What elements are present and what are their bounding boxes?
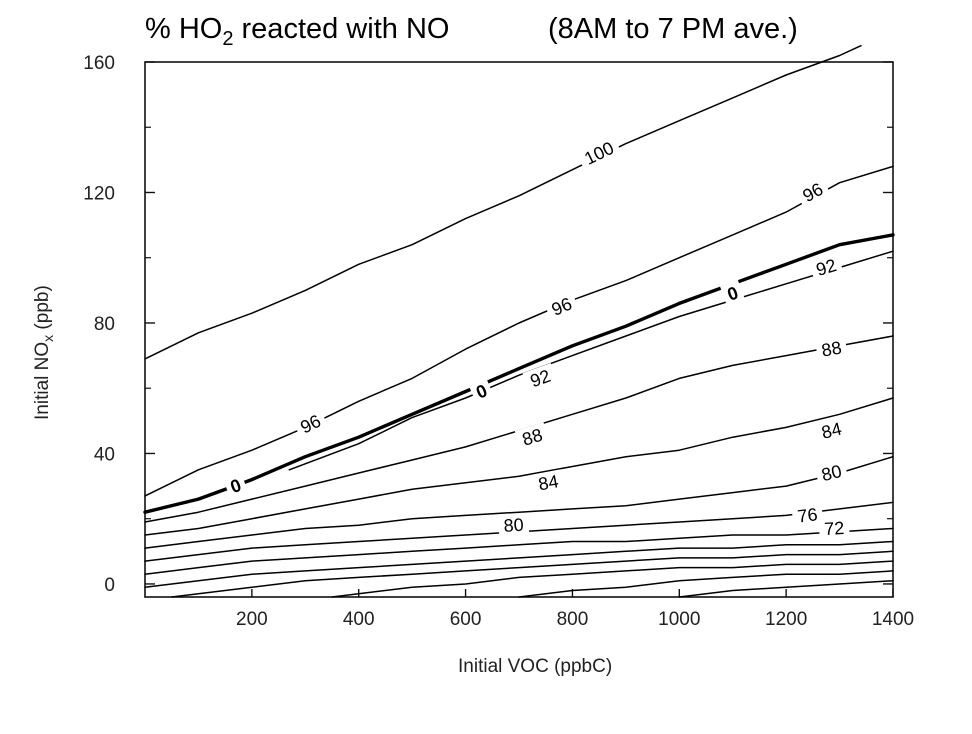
contour-label-bg-c100 <box>575 134 623 173</box>
contour-label-bg-c0c <box>720 280 746 308</box>
contour-line-c72 <box>144 527 894 575</box>
y-tick-label-0: 0 <box>104 575 115 596</box>
contour-line-c60 <box>331 560 894 598</box>
contour-line-c64 <box>170 550 894 598</box>
y-axis-label: Initial NOx (ppb) <box>32 285 56 420</box>
contour-line-c96a <box>144 165 894 497</box>
contour-label-bg-c0b <box>468 377 495 406</box>
title-period: (8AM to 7 PM ave.) <box>548 13 798 45</box>
contour-label-c84a: 84 <box>537 471 560 494</box>
contour-label-c76: 76 <box>796 504 818 526</box>
x-tick-label-2: 600 <box>450 609 482 630</box>
contour-label-c80b: 80 <box>819 461 843 485</box>
contour-line-c100 <box>144 44 862 360</box>
y-axis-ticks: 0 40 80 120 160 <box>83 53 893 596</box>
contour-line-c68 <box>144 540 894 588</box>
contour-label-bg-c88b <box>814 335 849 363</box>
title-suffix: reacted with NO <box>233 13 449 45</box>
x-tick-label-1: 400 <box>343 609 375 630</box>
y-tick-label-3: 120 <box>83 183 115 204</box>
x-tick-label-4: 1000 <box>658 609 700 630</box>
chart-title: % HO2 reacted with NO (8AM to 7 PM ave.) <box>145 13 798 50</box>
contour-label-c72: 72 <box>824 518 845 539</box>
y-tick-label-4: 160 <box>83 53 115 74</box>
title-subscript: 2 <box>222 28 233 50</box>
contour-line-c56 <box>518 570 894 598</box>
title-prefix: % HO <box>145 13 222 45</box>
contour-label-bg-c0 <box>223 472 249 500</box>
contour-label-bg-c84b <box>814 416 849 445</box>
contour-label-c88b: 88 <box>820 337 843 360</box>
y-axis-label-main: Initial NO <box>32 342 53 420</box>
contour-label-bg-c80b <box>814 458 849 488</box>
contour-line-c84a <box>144 397 894 536</box>
contour-label-bg-c72 <box>818 516 850 541</box>
contour-label-bg-c88a <box>514 422 550 453</box>
y-tick-label-1: 40 <box>94 444 115 465</box>
contour-label-bg-c96b <box>543 290 580 323</box>
contour-line-c92a <box>288 250 894 471</box>
contour-line-c0 <box>143 233 895 514</box>
x-axis-label: Initial VOC (ppbC) <box>458 656 612 677</box>
contour-line-c52 <box>678 579 894 598</box>
contour-label-bg-c80a <box>498 513 530 538</box>
contour-label-bg-c96c <box>794 175 832 210</box>
y-axis-label-unit: (ppb) <box>32 285 53 335</box>
contour-label-bg-c76 <box>791 502 824 529</box>
contour-label-bg-c92b <box>808 252 844 283</box>
contour-line-c80a <box>144 455 894 549</box>
x-tick-label-3: 800 <box>557 609 589 630</box>
contour-label-bg-c84a <box>531 469 566 497</box>
contour-label-c80a: 80 <box>503 515 524 536</box>
x-tick-label-0: 200 <box>236 609 268 630</box>
contour-label-bg-c96a <box>292 407 329 441</box>
x-tick-label-5: 1200 <box>765 609 807 630</box>
y-axis-label-subscript: x <box>40 335 56 342</box>
x-tick-label-6: 1400 <box>872 609 914 630</box>
contour-label-bg-c92a <box>522 362 559 394</box>
x-axis-ticks: 200 400 600 800 1000 1200 1400 <box>236 589 914 630</box>
contour-label-c84b: 84 <box>819 419 843 443</box>
y-tick-label-2: 80 <box>94 314 115 335</box>
